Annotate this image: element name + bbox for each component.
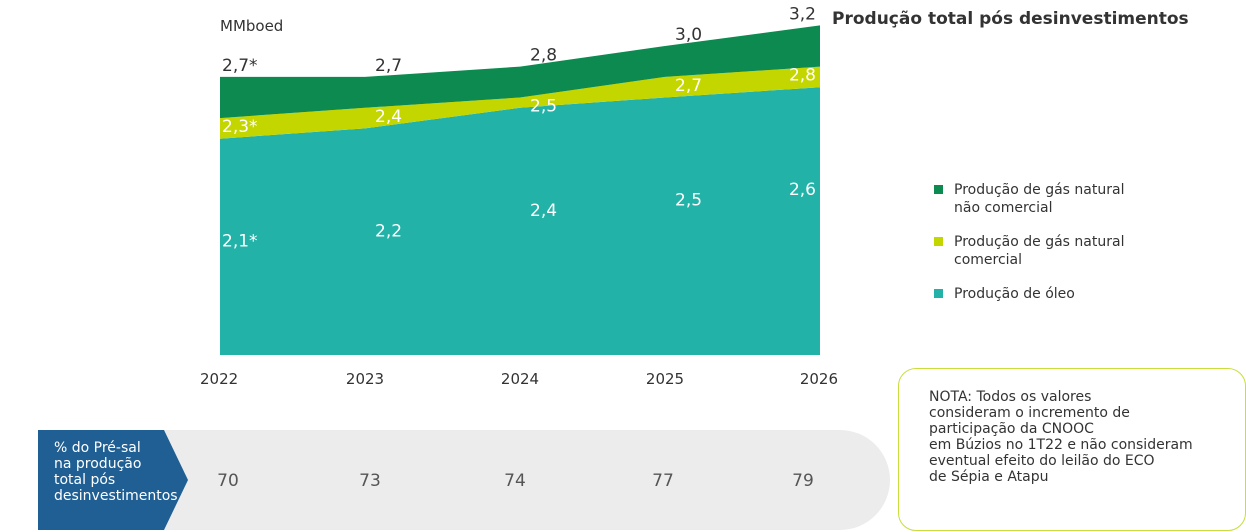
data-label: 2,4 bbox=[530, 201, 557, 221]
chart-legend: Produção de gás natural não comercial Pro… bbox=[934, 181, 1184, 319]
presal-share-value: 79 bbox=[792, 471, 814, 491]
data-label: 2,4 bbox=[375, 107, 402, 127]
data-label: 2,2 bbox=[375, 221, 402, 241]
presal-share-value: 77 bbox=[652, 471, 674, 491]
legend-swatch bbox=[934, 289, 943, 298]
data-label: 3,0 bbox=[675, 25, 702, 45]
x-tick-label: 2023 bbox=[346, 370, 384, 388]
legend-label: Produção de gás natural não comercial bbox=[954, 182, 1125, 216]
data-label: 2,7 bbox=[375, 56, 402, 76]
data-label: 3,2 bbox=[789, 4, 816, 24]
legend-item: Produção de óleo bbox=[934, 285, 1184, 303]
data-label: 2,1* bbox=[222, 232, 258, 252]
data-label: 2,8 bbox=[789, 66, 816, 86]
x-tick-label: 2026 bbox=[800, 370, 838, 388]
area-series-1 bbox=[220, 66, 820, 139]
presal-share-bar bbox=[160, 430, 890, 530]
presal-share-value: 70 bbox=[217, 471, 239, 491]
legend-swatch bbox=[934, 185, 943, 194]
presal-share-value: 74 bbox=[504, 471, 526, 491]
area-series-0 bbox=[220, 87, 820, 355]
legend-item: Produção de gás natural comercial bbox=[934, 233, 1184, 269]
area-series-2 bbox=[220, 25, 820, 119]
presal-share-value: 73 bbox=[359, 471, 381, 491]
data-label: 2,7 bbox=[675, 76, 702, 96]
legend-swatch bbox=[934, 237, 943, 246]
x-tick-label: 2022 bbox=[200, 370, 238, 388]
presal-share-label: % do Pré-sal na produção total pós desin… bbox=[38, 430, 188, 530]
data-label: 2,5 bbox=[530, 97, 557, 117]
legend-item: Produção de gás natural não comercial bbox=[934, 181, 1184, 217]
legend-label: Produção de gás natural comercial bbox=[954, 234, 1125, 268]
stacked-area-chart: 2,1* 2,2 2,4 2,5 2,6 2,3* 2,4 2,5 2,7 2,8 2,7* 2,7 2… bbox=[200, 4, 838, 388]
note-box: NOTA: Todos os valores consideram o incr… bbox=[898, 368, 1246, 531]
data-label: 2,7* bbox=[222, 56, 258, 76]
data-label: 2,3* bbox=[222, 117, 258, 137]
total-series-title: Produção total pós desinvestimentos bbox=[832, 9, 1189, 29]
x-tick-label: 2024 bbox=[501, 370, 539, 388]
legend-label: Produção de óleo bbox=[954, 286, 1075, 302]
data-label: 2,6 bbox=[789, 180, 816, 200]
x-tick-label: 2025 bbox=[646, 370, 684, 388]
data-label: 2,8 bbox=[530, 46, 557, 66]
data-label: 2,5 bbox=[675, 191, 702, 211]
y-axis-unit-label: MMboed bbox=[220, 17, 284, 35]
